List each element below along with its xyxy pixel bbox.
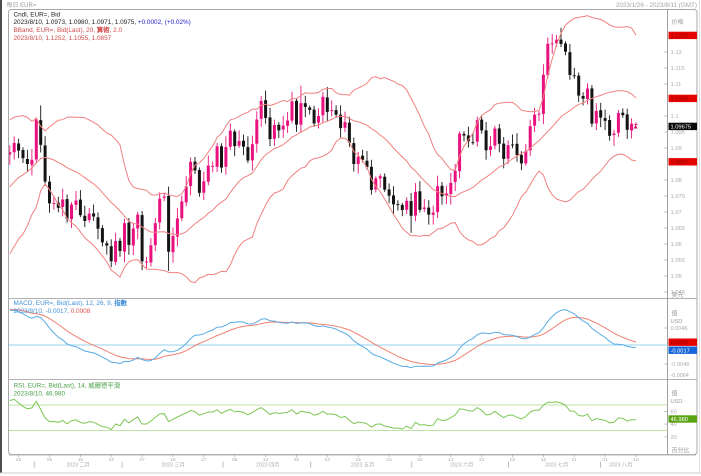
svg-text:1.09: 1.09 <box>671 146 682 152</box>
svg-text:-0.0017: -0.0017 <box>671 348 690 354</box>
svg-text:1.06: 1.06 <box>671 242 682 248</box>
svg-text:1.08: 1.08 <box>671 178 682 184</box>
svg-text:1.1055: 1.1055 <box>671 97 688 103</box>
svg-text:价格: 价格 <box>672 18 684 26</box>
svg-text:2023 三月: 2023 三月 <box>161 462 184 469</box>
svg-text:60: 60 <box>671 410 677 416</box>
svg-text:2023 五月: 2023 五月 <box>351 462 374 469</box>
svg-text:-0.0046: -0.0046 <box>671 362 690 368</box>
svg-text:值: 值 <box>672 390 678 398</box>
svg-text:1.09675: 1.09675 <box>671 125 692 131</box>
svg-text:2023/8/10, 46.980: 2023/8/10, 46.980 <box>14 390 66 397</box>
svg-text:15: 15 <box>78 457 84 463</box>
svg-text:0.0008: 0.0008 <box>671 340 688 346</box>
svg-text:2023 七月: 2023 七月 <box>545 461 568 469</box>
svg-text:20: 20 <box>671 435 677 441</box>
svg-text:-0.0064: -0.0064 <box>671 373 689 379</box>
svg-text:26: 26 <box>16 457 22 463</box>
svg-text:BBand, EUR=, Bid(Last), 20, 算術: BBand, EUR=, Bid(Last), 20, 算術, 2.0 <box>14 25 123 34</box>
svg-text:10: 10 <box>633 457 639 463</box>
svg-text:13: 13 <box>448 457 454 463</box>
svg-text:1.115: 1.115 <box>671 66 685 72</box>
svg-text:24: 24 <box>386 457 392 463</box>
svg-text:25: 25 <box>294 457 300 463</box>
svg-text:RSI, EUR=, Bid(Last), 14, 威爾德平: RSI, EUR=, Bid(Last), 14, 威爾德平滑 <box>14 381 121 390</box>
svg-text:27: 27 <box>201 457 207 463</box>
svg-text:1.07: 1.07 <box>671 210 682 216</box>
svg-text:24: 24 <box>109 457 115 463</box>
svg-text:0.0046: 0.0046 <box>671 326 688 332</box>
svg-text:2023/8/10, 1.1252, 1.1055, 1.0: 2023/8/10, 1.1252, 1.1055, 1.0857 <box>14 35 112 42</box>
svg-text:2023 四月: 2023 四月 <box>256 462 279 469</box>
svg-text:12: 12 <box>541 457 547 463</box>
svg-text:1.045: 1.045 <box>671 290 686 296</box>
svg-text:15: 15 <box>356 457 362 463</box>
svg-text:02: 02 <box>417 457 423 463</box>
svg-text:21: 21 <box>572 457 578 463</box>
svg-text:2023/8/10, -0.0017, 0.0008: 2023/8/10, -0.0017, 0.0008 <box>14 308 91 315</box>
svg-text:Cndl, EUR=, Bid: Cndl, EUR=, Bid <box>14 12 61 19</box>
svg-text:MACD, EUR=, Bid(Last), 12, 26,: MACD, EUR=, Bid(Last), 12, 26, 9, 指數 <box>14 298 128 307</box>
svg-text:03: 03 <box>510 457 516 463</box>
svg-text:01: 01 <box>602 457 608 463</box>
svg-text:2023 八月: 2023 八月 <box>609 462 632 469</box>
svg-text:1.055: 1.055 <box>671 258 686 264</box>
svg-text:USD: USD <box>671 399 683 405</box>
svg-text:05: 05 <box>232 457 238 463</box>
svg-text:百分比: 百分比 <box>672 447 690 455</box>
svg-text:1.075: 1.075 <box>671 194 686 200</box>
svg-text:06: 06 <box>47 457 53 463</box>
svg-text:1.05: 1.05 <box>671 274 682 280</box>
svg-text:22: 22 <box>479 457 485 463</box>
svg-text:USD: USD <box>671 319 683 325</box>
svg-text:2023 六月: 2023 六月 <box>450 461 473 469</box>
svg-text:1.0857: 1.0857 <box>671 160 688 166</box>
svg-text:07: 07 <box>139 457 145 463</box>
svg-text:40: 40 <box>671 422 677 428</box>
svg-text:每日 EUR=: 每日 EUR= <box>7 1 37 9</box>
svg-text:16: 16 <box>170 457 176 463</box>
svg-text:1.065: 1.065 <box>671 226 686 232</box>
svg-text:美元: 美元 <box>672 291 684 299</box>
svg-text:值: 值 <box>672 310 678 318</box>
svg-text:14: 14 <box>263 457 269 463</box>
svg-text:1.1: 1.1 <box>671 114 679 120</box>
svg-text:2023/8/10, 1.0973, 1.0980, 1.0: 2023/8/10, 1.0973, 1.0980, 1.0971, 1.097… <box>14 19 191 26</box>
svg-text:1.11: 1.11 <box>671 82 682 88</box>
svg-text:2023 二月: 2023 二月 <box>67 462 90 469</box>
svg-text:1.095: 1.095 <box>671 130 686 136</box>
svg-text:04: 04 <box>325 457 331 463</box>
svg-text:1.12: 1.12 <box>671 50 682 56</box>
svg-text:1.1252: 1.1252 <box>671 34 688 40</box>
svg-text:46.980: 46.980 <box>671 417 688 423</box>
svg-text:2023/1/26 - 2023/8/11 (GMT): 2023/1/26 - 2023/8/11 (GMT) <box>616 2 697 9</box>
